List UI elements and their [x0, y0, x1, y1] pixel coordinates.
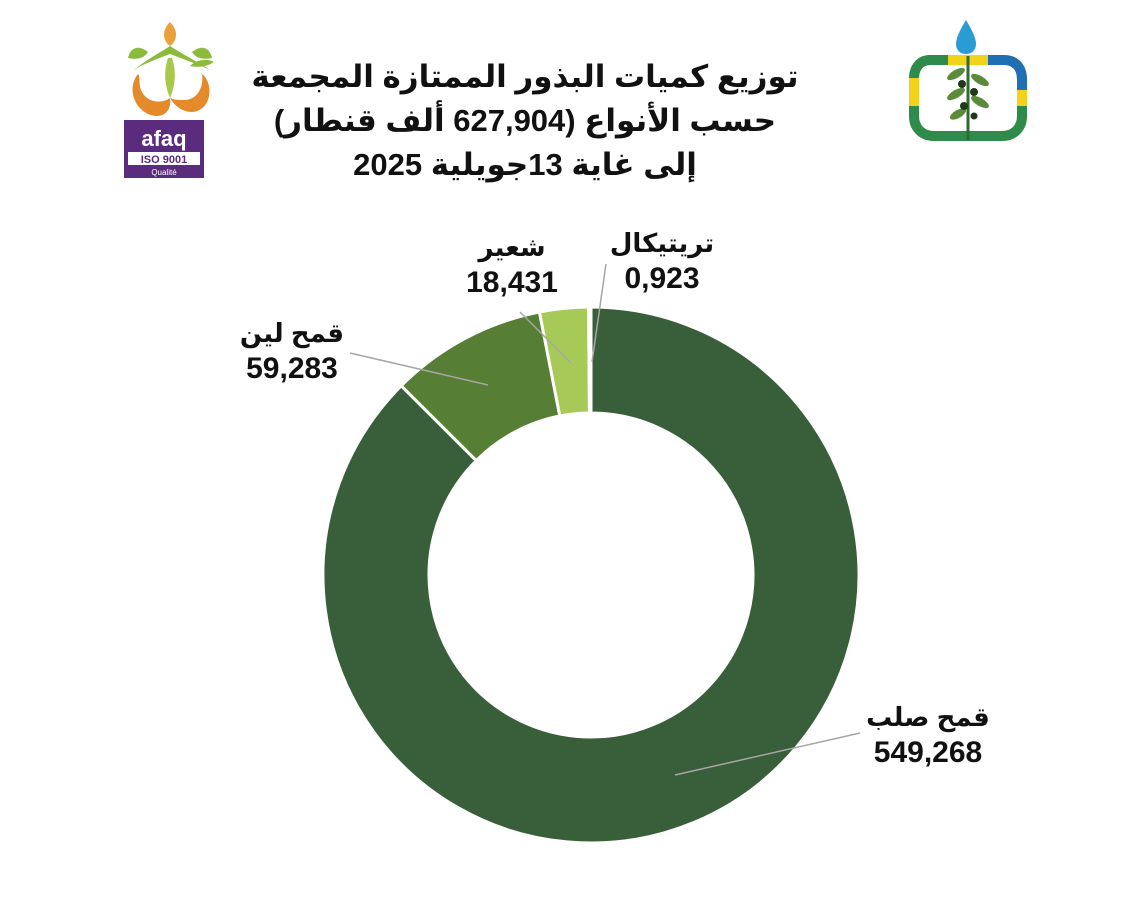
slice-category-label-2: قمح لين: [240, 318, 344, 349]
donut-slice-1: [321, 305, 861, 845]
chart-title-line-1: توزيع كميات البذور الممتازة المجمعة: [251, 59, 799, 94]
leader-line-1: [674, 732, 861, 776]
olive-branch-water-drop-logo: [909, 20, 1027, 141]
slice-value-label-4: 0,923: [624, 262, 699, 295]
leader-line-3: [519, 311, 572, 364]
afaq-badge: afaq ISO 9001 Qualité: [124, 120, 204, 178]
iso-text: ISO 9001: [141, 154, 187, 166]
qualite-text: Qualité: [151, 168, 177, 177]
afaq-iso-9001-logo: afaq ISO 9001 Qualité: [124, 22, 214, 178]
donut-slice-4: [587, 305, 593, 415]
leader-line-2: [349, 352, 489, 386]
chart-title: توزيع كميات البذور الممتازة المجمعة حسب …: [230, 55, 820, 187]
chart-title-line-2: حسب الأنواع (627,904 ألف قنطار): [273, 103, 777, 138]
slice-value-label-1: 549,268: [874, 736, 982, 769]
leader-line-4: [591, 263, 607, 363]
slice-category-label-4: تريتيكال: [610, 228, 714, 259]
olive-branch-icon: [947, 56, 989, 140]
water-drop-icon: [956, 20, 976, 54]
slice-value-label-3: 18,431: [466, 266, 558, 299]
slice-value-label-2: 59,283: [246, 352, 338, 385]
slice-category-label-3: شعير: [476, 232, 545, 263]
plant-emblem-icon: [128, 22, 214, 117]
afaq-brand-text: afaq: [141, 126, 186, 151]
chart-title-line-3: إلى غاية 13جويلية 2025: [353, 147, 697, 182]
slice-category-label-1: قمح صلب: [866, 702, 990, 733]
